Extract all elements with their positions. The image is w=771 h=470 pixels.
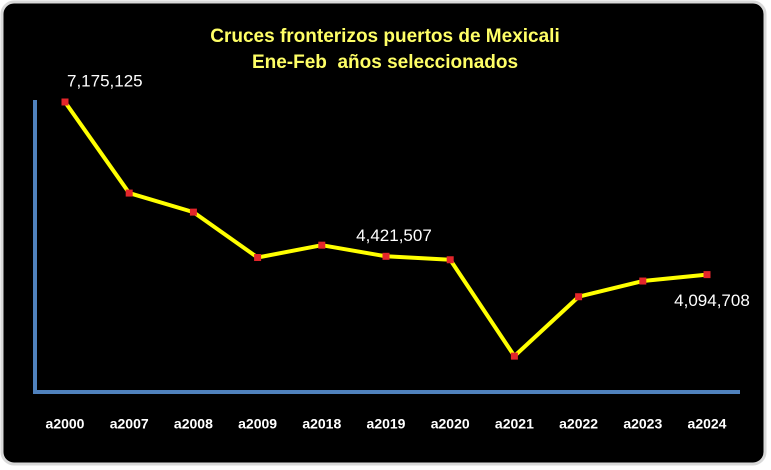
- x-tick-label: a2024: [688, 416, 727, 432]
- x-tick-label: a2023: [623, 416, 662, 432]
- value-label: 4,421,507: [356, 226, 432, 245]
- x-tick-label: a2020: [431, 416, 470, 432]
- data-point: [703, 271, 711, 279]
- value-label: 7,175,125: [67, 71, 143, 90]
- x-tick-label: a2019: [367, 416, 406, 432]
- x-tick-label: a2007: [110, 416, 149, 432]
- data-point: [125, 189, 133, 197]
- x-tick-label: a2008: [174, 416, 213, 432]
- data-point: [318, 241, 326, 249]
- data-point: [382, 252, 390, 260]
- x-tick-label: a2018: [302, 416, 341, 432]
- x-tick-label: a2022: [559, 416, 598, 432]
- data-point: [510, 352, 518, 360]
- data-point: [639, 277, 647, 285]
- x-tick-label: a2000: [46, 416, 85, 432]
- data-point: [254, 254, 262, 262]
- chart-title: Cruces fronterizos puertos de Mexicali: [210, 26, 560, 47]
- data-point: [189, 208, 197, 216]
- data-point: [61, 98, 69, 106]
- data-point: [575, 293, 583, 301]
- chart-subtitle: Ene-Feb años seleccionados: [252, 52, 518, 73]
- x-tick-label: a2009: [238, 416, 277, 432]
- data-point: [446, 256, 454, 264]
- x-tick-label: a2021: [495, 416, 534, 432]
- value-label: 4,094,708: [674, 291, 750, 310]
